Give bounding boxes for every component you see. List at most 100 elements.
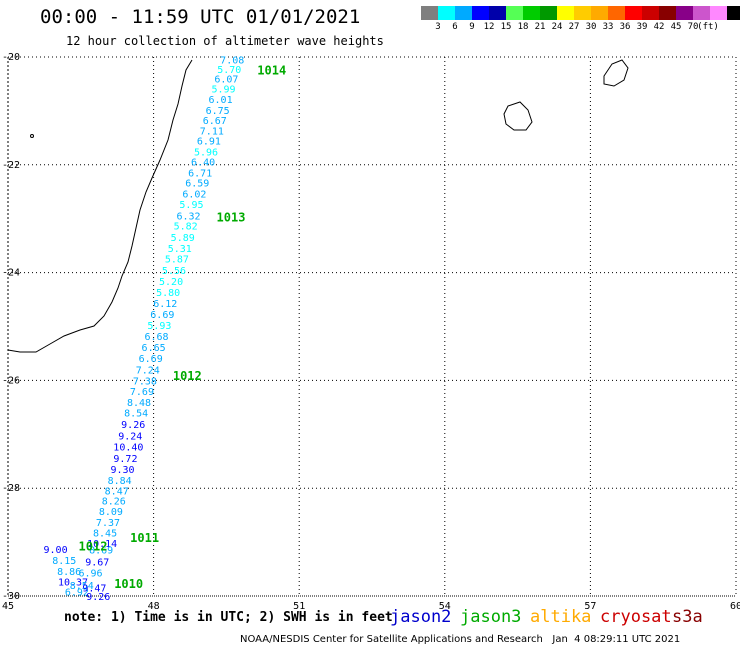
swh-value: 6.92: [65, 588, 89, 599]
lon-tick-label: 48: [148, 601, 160, 612]
colorbar-swatch: [591, 6, 608, 20]
swh-value: 8.69: [89, 546, 113, 557]
lat-tick-label: -20: [2, 52, 20, 63]
swh-value: 5.80: [156, 288, 180, 299]
track-time-label: 1013: [217, 211, 246, 225]
legend-jason3: jason3: [460, 607, 522, 627]
swh-value: 9.26: [86, 592, 110, 603]
swh-value: 6.69: [139, 354, 163, 365]
swh-value: 5.87: [165, 255, 189, 266]
lat-tick-label: -28: [2, 483, 20, 494]
swh-value: 7.24: [136, 366, 160, 377]
swh-value: 5.56: [162, 266, 186, 277]
colorbar-label: 36: [619, 22, 631, 32]
swh-value: 9.72: [113, 454, 137, 465]
map-title: 00:00 - 11:59 UTC 01/01/2021: [40, 6, 361, 28]
swh-value: 7.38: [133, 376, 157, 387]
swh-value: 10.14: [87, 539, 117, 550]
colorbar-label: 24: [551, 22, 563, 32]
track-time-label: 1011: [130, 531, 159, 545]
swh-value: 5.89: [171, 233, 195, 244]
swh-value: 8.54: [124, 409, 148, 420]
lon-tick-label: 60: [730, 601, 740, 612]
swh-value: 5.20: [159, 277, 183, 288]
colorbar-swatch: [642, 6, 659, 20]
colorbar-label: 15: [500, 22, 512, 32]
colorbar-labels: 3 6 9 12 15 18 21 24 27 30 33 36 39 42 45 70 (ft): [421, 22, 740, 34]
map-subtitle: 12 hour collection of altimeter wave hei…: [66, 34, 384, 48]
islet: [30, 134, 34, 138]
reunion-island: [503, 101, 533, 131]
colorbar-label: 21: [534, 22, 546, 32]
legend-cryosat: cryosat: [600, 607, 672, 627]
colorbar-label: 70: [687, 22, 699, 32]
legend-jason2: jason2: [390, 607, 452, 627]
colorbar-swatch: [608, 6, 625, 20]
lon-tick-label: 45: [2, 601, 14, 612]
swh-value: 6.67: [203, 116, 227, 127]
swh-value: 6.12: [153, 299, 177, 310]
colorbar-swatch: [574, 6, 591, 20]
colorbar-label: 27: [568, 22, 580, 32]
track-time-label: 1014: [257, 63, 286, 77]
swh-value: 9.47: [82, 583, 106, 594]
lon-tick-label: 51: [293, 601, 305, 612]
credit-line: NOAA/NESDIS Center for Satellite Applica…: [240, 634, 681, 645]
swh-value: 9.24: [118, 431, 142, 442]
lat-tick-label: -26: [2, 375, 20, 386]
colorbar-swatch: [676, 6, 693, 20]
track-time-label: 1012: [173, 369, 202, 383]
colorbar-label: 6: [452, 22, 458, 32]
swh-value: 8.54: [70, 581, 94, 592]
swh-value: 7.08: [220, 56, 244, 67]
swh-value: 9.67: [85, 558, 109, 569]
swh-value: 6.40: [191, 158, 215, 169]
colorbar-swatch: [489, 6, 506, 20]
colorbar-swatch: [659, 6, 676, 20]
swh-value: 6.68: [144, 332, 168, 343]
swh-value: 8.86: [57, 567, 81, 578]
lon-tick-label: 54: [439, 601, 451, 612]
swh-value: 5.96: [194, 147, 218, 158]
map-grid: [7, 56, 737, 597]
swh-value: 7.11: [200, 126, 224, 137]
swh-value: 5.70: [217, 65, 241, 76]
colorbar-swatch: [727, 6, 740, 20]
track-time-label: 1010: [114, 577, 143, 591]
colorbar-swatch: [506, 6, 523, 20]
footer-note: note: 1) Time is in UTC; 2) SWH is in fe…: [64, 610, 393, 625]
colorbar-swatch: [625, 6, 642, 20]
colorbar-swatch: [421, 6, 438, 20]
swh-value: 5.93: [147, 321, 171, 332]
swh-value: 5.82: [174, 222, 198, 233]
colorbar-label: 39: [636, 22, 648, 32]
swh-value: 10.40: [113, 443, 143, 454]
swh-value: 8.45: [93, 528, 117, 539]
swh-value: 6.65: [142, 343, 166, 354]
swh-value: 5.31: [168, 244, 192, 255]
swh-value: 6.96: [78, 568, 102, 579]
swh-value: 5.99: [211, 84, 235, 95]
colorbar-label: 33: [602, 22, 614, 32]
legend-s3a: s3a: [672, 607, 703, 627]
colorbar-label: 3: [435, 22, 441, 32]
swh-value: 6.75: [206, 106, 230, 117]
mauritius-island: [603, 59, 629, 87]
legend-altika: altika: [530, 607, 592, 627]
swh-value: 7.37: [96, 518, 120, 529]
swh-value: 5.95: [179, 200, 203, 211]
swh-value: 8.09: [99, 507, 123, 518]
swh-value: 6.02: [182, 189, 206, 200]
swh-value: 6.07: [214, 75, 238, 86]
coastline: [7, 59, 629, 353]
colorbar-label: 18: [517, 22, 529, 32]
swh-value: 6.69: [150, 310, 174, 321]
swh-value: 8.26: [102, 497, 126, 508]
swh-value: 6.59: [185, 179, 209, 190]
swh-value: 9.26: [121, 420, 145, 431]
swh-value: 8.47: [105, 486, 129, 497]
swh-value: 9.30: [110, 465, 134, 476]
colorbar-swatch: [540, 6, 557, 20]
